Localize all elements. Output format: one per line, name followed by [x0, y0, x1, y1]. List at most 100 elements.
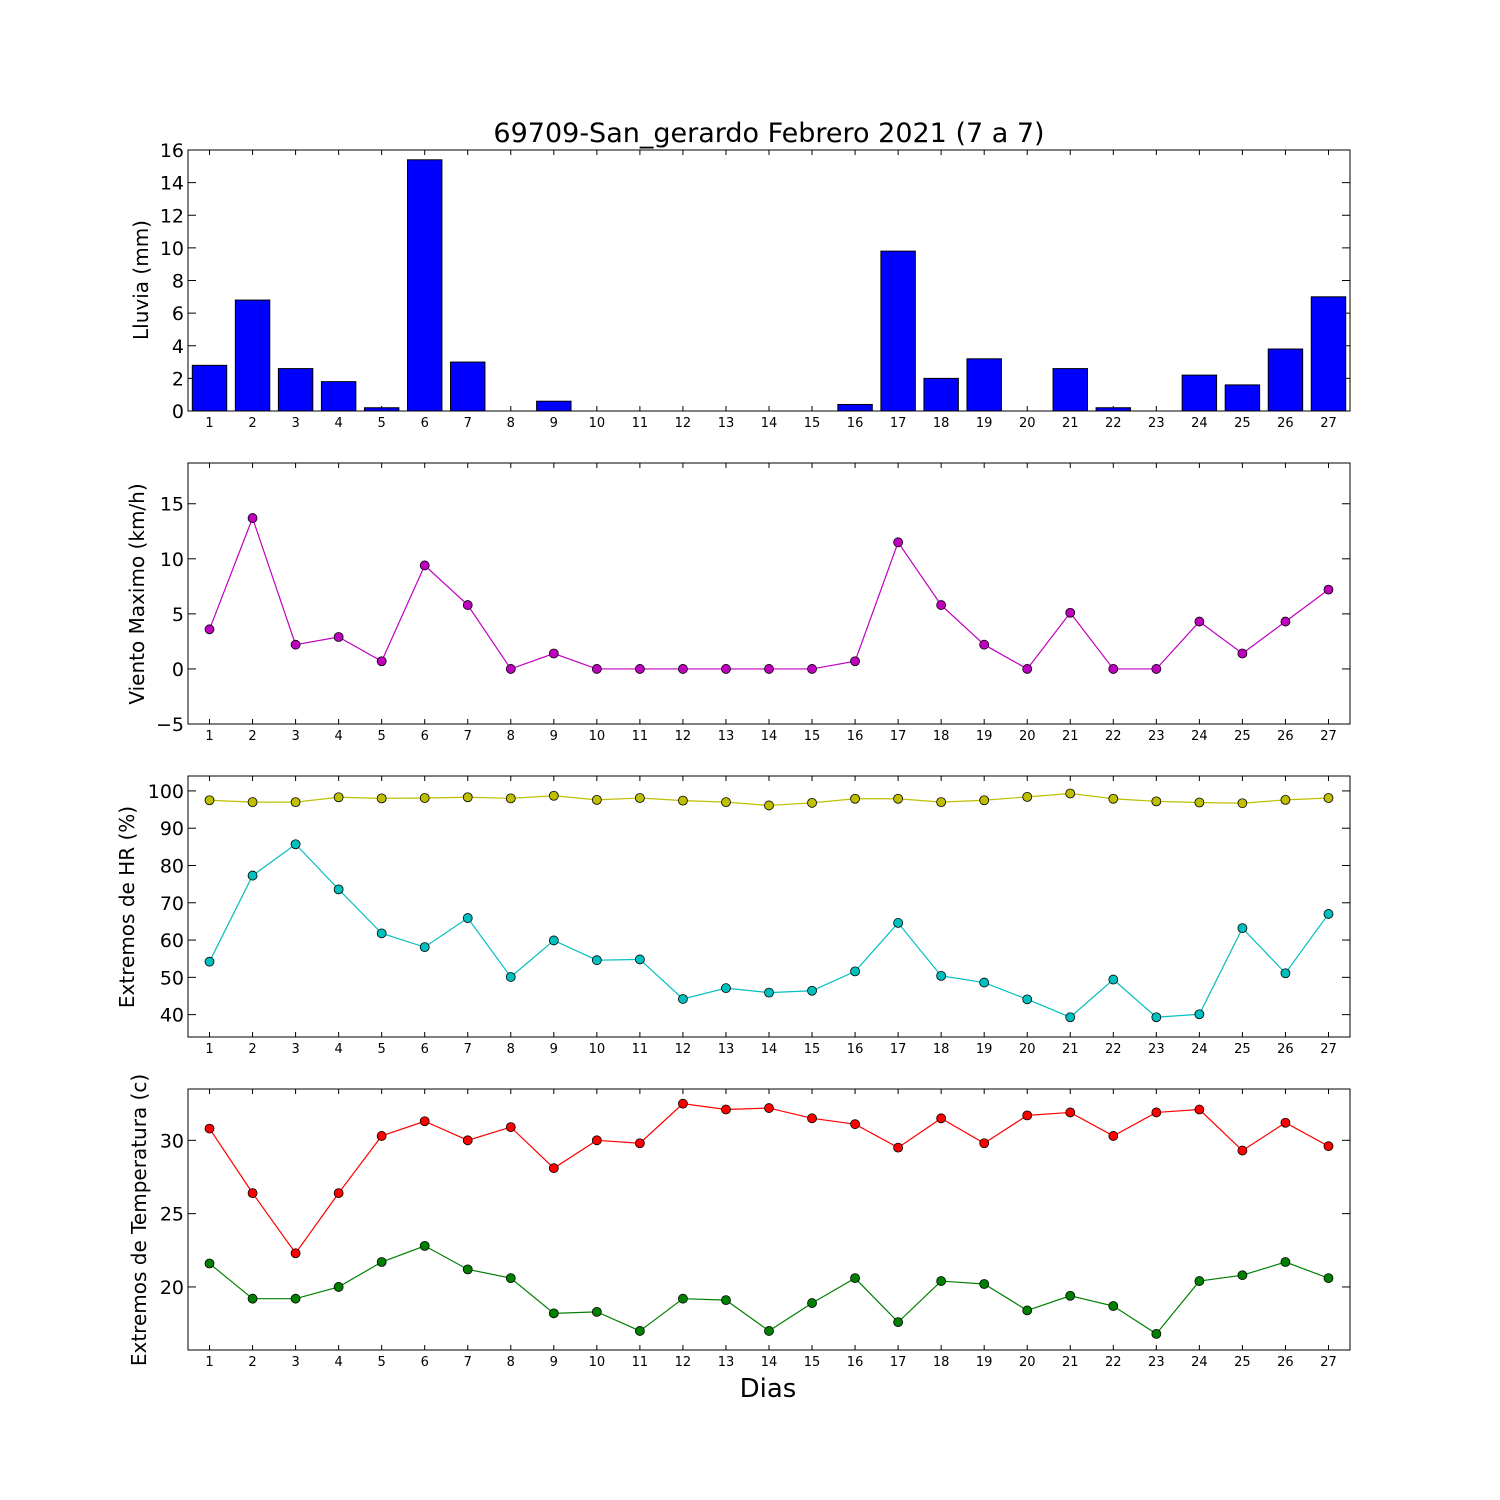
wind-x-tick-label: 6 [421, 729, 429, 744]
hr-max-point [1108, 793, 1119, 804]
rain-y-tick-label: 16 [160, 140, 184, 162]
temperature-x-tick-label: 8 [507, 1355, 515, 1370]
wind-x-tick-label: 2 [248, 729, 256, 744]
humidity-x-tick-label: 13 [718, 1042, 735, 1057]
temp-min-point [678, 1293, 688, 1304]
wind-y-tick-label: −5 [156, 714, 184, 736]
rain-x-tick-label: 13 [718, 416, 735, 431]
temp-max-point [850, 1119, 860, 1130]
hr-min-point [204, 956, 215, 967]
temp-min-point [850, 1273, 860, 1284]
temperature-x-tick-label: 25 [1234, 1355, 1251, 1370]
rain-y-tick-label: 6 [172, 303, 184, 325]
wind-x-tick-label: 9 [550, 729, 558, 744]
wind-x-tick-label: 18 [933, 729, 950, 744]
wind-point [591, 664, 602, 674]
figure-title: 69709-San_gerardo Febrero 2021 (7 a 7) [493, 118, 1044, 149]
temperature-y-tick-label: 30 [160, 1130, 184, 1152]
rain-bar [234, 299, 271, 412]
wind-point [893, 537, 904, 548]
rain-x-tick-label: 23 [1148, 416, 1165, 431]
wind-point [979, 639, 990, 650]
rain-y-tick-label: 0 [172, 401, 184, 423]
temperature-x-tick-label: 17 [890, 1355, 907, 1370]
temp-max-point [1022, 1110, 1033, 1121]
humidity-y-tick-label: 80 [160, 855, 184, 877]
rain-bar [1224, 384, 1261, 412]
temp-min-point [462, 1264, 473, 1275]
temp-min-point [807, 1298, 817, 1308]
temperature-x-tick-label: 6 [421, 1355, 429, 1370]
rain-bar [1267, 348, 1304, 412]
temperature-x-tick-label: 21 [1062, 1355, 1079, 1370]
temperature-x-tick-label: 5 [378, 1355, 386, 1370]
temp-min-point [936, 1276, 947, 1286]
humidity-y-tick-label: 40 [160, 1005, 184, 1027]
temperature-x-tick-label: 7 [464, 1355, 472, 1370]
wind-y-tick-label: 0 [172, 659, 184, 681]
hr-max-point [548, 790, 559, 801]
temp-min-point [333, 1282, 344, 1292]
hr-min-point [290, 839, 301, 850]
hr-max-point [1022, 791, 1033, 802]
temperature-x-tick-label: 23 [1148, 1355, 1165, 1370]
temp-min-point [979, 1279, 990, 1289]
humidity-x-tick-label: 20 [1019, 1042, 1036, 1057]
temp-min-point [290, 1293, 301, 1304]
temp-min-point [548, 1308, 559, 1319]
rain-x-tick-label: 12 [675, 416, 692, 431]
rain-x-tick-label: 20 [1019, 416, 1036, 431]
temperature-y-tick-label: 20 [160, 1277, 184, 1299]
wind-x-tick-label: 26 [1277, 729, 1294, 744]
temp-max-point [1323, 1141, 1334, 1152]
rain-x-tick-label: 9 [550, 416, 558, 431]
temp-min-point [893, 1317, 904, 1328]
wind-panel: Viento Maximo (km/h) 1 2 3 4 5 6 7 8 9 10 11 12 13 14… [125, 462, 1351, 744]
temp-max-point [505, 1122, 516, 1133]
rain-x-tick-label: 6 [421, 416, 429, 431]
temp-max-point [721, 1104, 731, 1115]
rain-bar [880, 250, 916, 412]
wind-x-tick-label: 27 [1320, 729, 1337, 744]
hr-min-point [1022, 994, 1033, 1005]
rain-x-tick-label: 26 [1277, 416, 1294, 431]
temp-max-point [678, 1098, 688, 1109]
hr-max-point [1237, 798, 1248, 809]
temperature-x-tick-label: 2 [248, 1355, 256, 1370]
hr-min-point [505, 972, 516, 982]
rain-bar [1052, 368, 1088, 412]
hr-min-point [548, 935, 559, 946]
rain-bar [966, 358, 1002, 412]
humidity-x-tick-label: 27 [1320, 1042, 1337, 1057]
rain-bar [1310, 296, 1347, 412]
temp-min-point [1108, 1301, 1119, 1311]
temp-max-point [1237, 1145, 1248, 1156]
hr-min-point [936, 970, 947, 981]
wind-x-tick-label: 7 [464, 729, 472, 744]
hr-min-point [333, 884, 344, 895]
wind-y-tick-label: 15 [160, 494, 184, 516]
rain-x-tick-label: 16 [847, 416, 864, 431]
wind-point [505, 664, 516, 674]
rain-y-tick-label: 14 [160, 173, 184, 195]
temp-min-point [1237, 1270, 1248, 1281]
humidity-x-tick-label: 12 [675, 1042, 692, 1057]
humidity-x-tick-label: 3 [291, 1042, 299, 1057]
humidity-x-tick-label: 23 [1148, 1042, 1165, 1057]
humidity-x-tick-label: 16 [847, 1042, 864, 1057]
rain-x-tick-label: 18 [933, 416, 950, 431]
humidity-x-tick-label: 24 [1191, 1042, 1208, 1057]
wind-x-tick-label: 14 [761, 729, 778, 744]
rain-y-tick-label: 12 [160, 205, 184, 227]
humidity-x-tick-label: 11 [632, 1042, 649, 1057]
temp-min-point [764, 1326, 774, 1336]
wind-point [1065, 607, 1076, 618]
rain-x-tick-label: 1 [205, 416, 213, 431]
temp-max-point [979, 1138, 990, 1149]
rain-bar [320, 381, 357, 412]
hr-max-point [419, 793, 430, 803]
humidity-x-tick-label: 8 [507, 1042, 515, 1057]
temp-max-point [462, 1135, 473, 1146]
wind-point [850, 656, 860, 667]
rain-x-tick-label: 10 [589, 416, 606, 431]
